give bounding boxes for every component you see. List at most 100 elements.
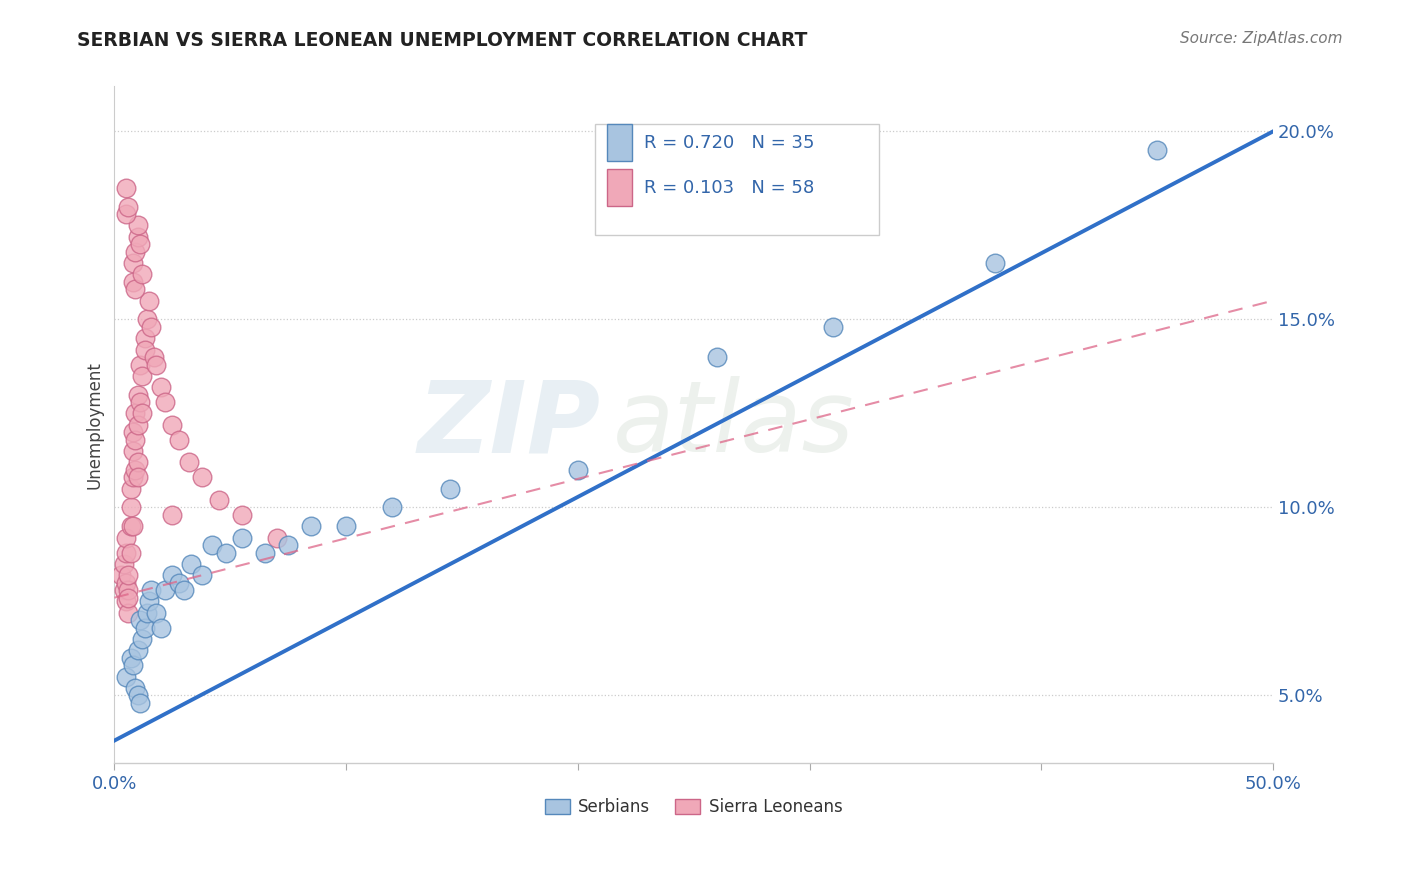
Point <box>117 568 139 582</box>
Point <box>266 531 288 545</box>
Point <box>115 670 138 684</box>
Point <box>122 275 145 289</box>
Point <box>120 651 142 665</box>
Point <box>231 531 253 545</box>
Point <box>141 320 163 334</box>
Point <box>122 470 145 484</box>
Point <box>129 696 152 710</box>
Point <box>439 482 461 496</box>
Point <box>127 387 149 401</box>
Point <box>149 621 172 635</box>
Point <box>191 568 214 582</box>
Point <box>117 591 139 605</box>
Point <box>115 531 138 545</box>
Point <box>127 219 149 233</box>
Text: atlas: atlas <box>613 376 855 474</box>
Text: SERBIAN VS SIERRA LEONEAN UNEMPLOYMENT CORRELATION CHART: SERBIAN VS SIERRA LEONEAN UNEMPLOYMENT C… <box>77 31 807 50</box>
Point <box>277 538 299 552</box>
Point <box>145 358 167 372</box>
Point <box>135 606 157 620</box>
Point <box>120 519 142 533</box>
Point <box>381 500 404 515</box>
Point <box>122 444 145 458</box>
Point <box>122 658 145 673</box>
Point <box>214 545 236 559</box>
Point <box>129 358 152 372</box>
Point <box>177 455 200 469</box>
Point <box>191 470 214 484</box>
Point <box>984 256 1007 270</box>
FancyBboxPatch shape <box>595 124 879 235</box>
Point <box>112 557 135 571</box>
Point <box>821 320 844 334</box>
Point <box>231 508 253 522</box>
Y-axis label: Unemployment: Unemployment <box>86 360 103 489</box>
Point <box>122 519 145 533</box>
Point <box>115 575 138 590</box>
Text: R = 0.103   N = 58: R = 0.103 N = 58 <box>644 179 814 197</box>
Point <box>155 395 177 409</box>
Point <box>117 200 139 214</box>
Point <box>208 492 231 507</box>
Point <box>124 244 146 259</box>
Point <box>131 407 153 421</box>
Text: ZIP: ZIP <box>418 376 600 474</box>
Point <box>180 557 202 571</box>
Point <box>127 455 149 469</box>
Point <box>162 568 184 582</box>
Point <box>124 681 146 695</box>
Point <box>124 282 146 296</box>
Point <box>120 500 142 515</box>
Point <box>129 613 152 627</box>
Point <box>117 606 139 620</box>
Point <box>115 181 138 195</box>
Point <box>124 463 146 477</box>
Point <box>155 583 177 598</box>
Point <box>127 470 149 484</box>
Point <box>110 568 132 582</box>
Point <box>124 433 146 447</box>
Point <box>124 407 146 421</box>
Point <box>122 425 145 440</box>
Point <box>706 350 728 364</box>
Point <box>135 312 157 326</box>
Point <box>120 482 142 496</box>
Point <box>1146 143 1168 157</box>
Point <box>138 293 160 308</box>
Point <box>201 538 224 552</box>
Point <box>127 689 149 703</box>
Point <box>142 350 165 364</box>
Point <box>145 606 167 620</box>
Point <box>127 417 149 432</box>
Point <box>122 256 145 270</box>
Point <box>131 632 153 646</box>
Point <box>335 519 357 533</box>
Point <box>162 508 184 522</box>
Bar <box>607 169 633 206</box>
Bar <box>607 124 633 161</box>
Point <box>253 545 276 559</box>
Point <box>131 268 153 282</box>
Point <box>134 331 156 345</box>
Point <box>134 621 156 635</box>
Point <box>299 519 322 533</box>
Point <box>127 229 149 244</box>
Point <box>169 433 191 447</box>
Text: Source: ZipAtlas.com: Source: ZipAtlas.com <box>1180 31 1343 46</box>
Legend: Serbians, Sierra Leoneans: Serbians, Sierra Leoneans <box>538 791 849 822</box>
Point <box>169 575 191 590</box>
Point <box>120 545 142 559</box>
Point <box>131 368 153 383</box>
Point <box>141 583 163 598</box>
Point <box>115 207 138 221</box>
Point <box>162 417 184 432</box>
Point <box>115 594 138 608</box>
Text: R = 0.720   N = 35: R = 0.720 N = 35 <box>644 134 814 152</box>
Point <box>173 583 195 598</box>
Point <box>134 343 156 357</box>
Point <box>127 643 149 657</box>
Point <box>129 237 152 252</box>
Point <box>115 545 138 559</box>
Point <box>112 583 135 598</box>
Point <box>129 395 152 409</box>
